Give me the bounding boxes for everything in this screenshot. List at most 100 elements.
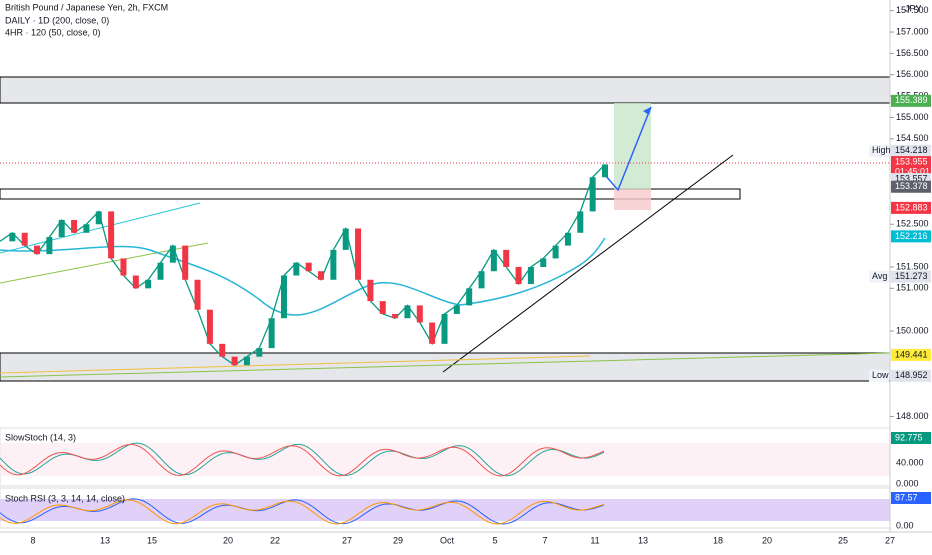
- price-badge-label: 148.952: [895, 370, 928, 380]
- projection-arrow: [604, 106, 652, 192]
- price-tick-label: 151.500: [896, 261, 929, 271]
- slow-stoch-band: [0, 443, 890, 476]
- ma-50: [0, 237, 606, 316]
- candle: [219, 343, 226, 357]
- time-label: 22: [270, 535, 280, 545]
- price-tick-label: 148.000: [896, 411, 929, 421]
- candle: [355, 228, 362, 280]
- price-tag-box: [869, 369, 889, 382]
- price-badge-label: 153.378: [895, 181, 928, 191]
- candle: [318, 271, 325, 280]
- ma-200: [0, 352, 891, 378]
- candle: [330, 249, 337, 280]
- price-badge-label: 152.216: [895, 231, 928, 241]
- channel-line: [0, 202, 201, 254]
- time-label: 11: [590, 535, 599, 545]
- support-zone: [0, 352, 891, 382]
- candle: [589, 177, 596, 212]
- price-badge: [891, 230, 931, 243]
- ma-200-4h: [0, 355, 591, 374]
- time-label: 7: [542, 535, 547, 545]
- candle: [95, 211, 102, 225]
- price-badge-label: 149.441: [895, 349, 928, 359]
- price-badge: [891, 348, 931, 361]
- time-label: 13: [100, 535, 110, 545]
- candle: [243, 356, 250, 366]
- candle: [268, 318, 275, 349]
- osc-badge: [891, 492, 931, 504]
- time-label: 20: [762, 535, 772, 545]
- price-tick-label: 154.500: [896, 133, 929, 143]
- price-tick-label: 155.000: [896, 112, 929, 122]
- price-badge: [891, 156, 931, 169]
- candle: [120, 258, 127, 276]
- price-badge-label: 152.883: [895, 202, 928, 212]
- candle: [83, 224, 90, 233]
- trend-line: [442, 154, 734, 373]
- candle: [108, 211, 115, 259]
- time-label: 5: [492, 535, 497, 545]
- price-badge-label: 01:45:01: [895, 167, 930, 177]
- candle: [58, 219, 65, 238]
- oscillators: [0, 442, 605, 525]
- indicator-label: 4HR · 120 (50, close, 0): [5, 27, 101, 37]
- candle: [157, 262, 164, 280]
- candle: [515, 266, 522, 285]
- price-tag-box: [869, 144, 889, 157]
- time-label: 8: [30, 535, 35, 545]
- price-tag-box: [869, 270, 889, 283]
- price-tick-label: 151.000: [896, 283, 929, 293]
- candle: [46, 237, 53, 255]
- candle: [416, 305, 423, 323]
- osc-tick: 40.000: [896, 457, 924, 467]
- entry-zone: [0, 188, 741, 200]
- candle: [34, 245, 41, 255]
- candle: [305, 262, 312, 272]
- candle: [280, 275, 287, 319]
- stoch-rsi-band: [0, 499, 890, 521]
- price-tick-label: 157.500: [896, 5, 929, 15]
- price-tick-label: 157.000: [896, 26, 929, 36]
- oscillator-line: [0, 498, 605, 525]
- candle: [256, 348, 263, 357]
- time-label: 25: [838, 535, 848, 545]
- candle: [564, 232, 571, 246]
- candle: [342, 228, 349, 250]
- candle: [194, 279, 201, 310]
- candle: [478, 271, 485, 289]
- price-badge-label: 155.389: [895, 95, 928, 105]
- price-badge-label: 153.955: [895, 156, 928, 166]
- time-label: 13: [638, 535, 648, 545]
- candle: [490, 249, 497, 272]
- time-label: 20: [223, 535, 233, 545]
- price-badge: [891, 94, 931, 107]
- osc-badge-label: 87.57: [895, 492, 918, 502]
- candle: [602, 164, 608, 178]
- osc-tick: 0.00: [896, 520, 914, 530]
- time-label: Oct: [440, 535, 455, 545]
- currency: JPY: [905, 3, 922, 13]
- osc-tick: 0.000: [896, 478, 919, 488]
- candle: [379, 301, 386, 314]
- osc-badge: [891, 432, 931, 444]
- price-tick-label: 152.500: [896, 219, 929, 229]
- pane-title: Stoch RSI (3, 3, 14, 14, close): [5, 493, 125, 503]
- price-tag: Avg: [872, 271, 887, 281]
- candle: [441, 313, 448, 344]
- zones: [0, 76, 891, 382]
- oscillator-line: [0, 443, 605, 477]
- resistance-zone: [0, 76, 891, 104]
- candle: [552, 245, 559, 259]
- stop-box: [614, 189, 651, 210]
- price-tick-label: 156.000: [896, 69, 929, 79]
- pane-title: SlowStoch (14, 3): [5, 432, 76, 442]
- candle: [231, 356, 238, 366]
- price-tag: Low: [872, 370, 889, 380]
- price-tick-label: 150.000: [896, 325, 929, 335]
- candle: [367, 279, 374, 302]
- candle: [182, 245, 189, 280]
- price-tick-label: 156.500: [896, 48, 929, 58]
- candle: [466, 288, 473, 306]
- symbol-title: British Pound / Japanese Yen, 2h, FXCM: [5, 2, 168, 12]
